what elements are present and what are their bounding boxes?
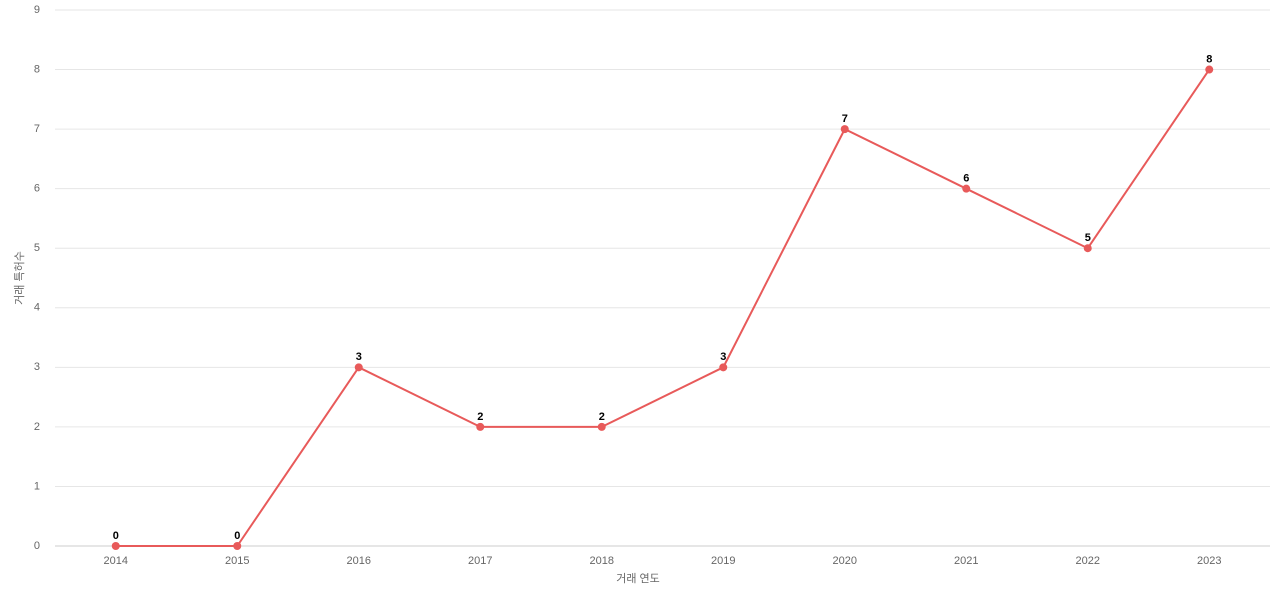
x-tick-label: 2020 <box>833 555 857 567</box>
point <box>1083 244 1092 253</box>
point <box>1205 65 1214 74</box>
y-tick-label: 6 <box>34 183 40 195</box>
y-tick-label: 8 <box>34 63 40 75</box>
data-label: 6 <box>963 173 969 185</box>
y-tick-label: 2 <box>34 421 40 433</box>
point <box>476 422 485 431</box>
y-axis-label: 거래 특허수 <box>13 251 26 305</box>
x-tick-label: 2015 <box>225 555 249 567</box>
data-label: 8 <box>1206 53 1212 65</box>
point <box>597 422 606 431</box>
point <box>962 184 971 193</box>
y-tick-label: 4 <box>34 302 40 314</box>
x-tick-label: 2014 <box>104 555 128 567</box>
point <box>233 542 242 550</box>
y-tick-label: 3 <box>34 361 40 373</box>
y-tick-label: 1 <box>34 480 40 492</box>
data-label: 7 <box>842 113 848 125</box>
x-tick-label: 2019 <box>711 555 735 567</box>
x-tick-label: 2023 <box>1197 555 1221 567</box>
y-tick-label: 0 <box>34 540 40 552</box>
y-tick-label: 5 <box>34 242 40 254</box>
y-tick-label: 9 <box>34 4 40 16</box>
point <box>719 363 728 372</box>
point <box>354 363 363 372</box>
data-label: 2 <box>477 411 483 423</box>
data-label: 3 <box>356 351 362 363</box>
y-tick-label: 7 <box>34 123 40 135</box>
data-label: 0 <box>113 530 119 542</box>
x-tick-label: 2018 <box>590 555 614 567</box>
data-label: 3 <box>720 351 726 363</box>
line <box>115 68 1211 547</box>
data-label: 2 <box>599 411 605 423</box>
x-tick-label: 2022 <box>1076 555 1100 567</box>
data-label: 5 <box>1085 232 1091 244</box>
x-tick-label: 2017 <box>468 555 492 567</box>
x-axis-label: 거래 연도 <box>616 572 660 585</box>
x-tick-label: 2021 <box>954 555 978 567</box>
point <box>840 125 849 134</box>
x-tick-label: 2016 <box>347 555 371 567</box>
data-label: 0 <box>234 530 240 542</box>
point <box>111 542 120 550</box>
